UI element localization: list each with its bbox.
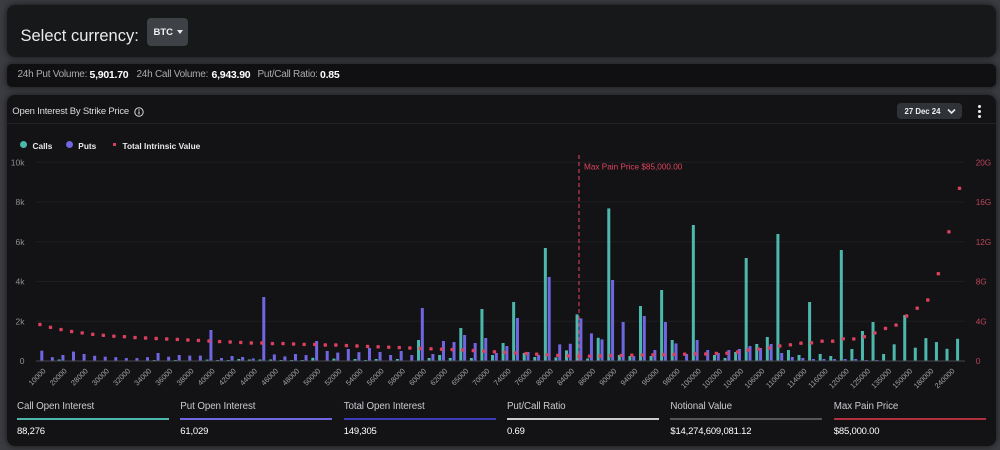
svg-text:4G: 4G — [976, 317, 987, 326]
svg-text:74000: 74000 — [492, 366, 513, 387]
svg-text:32000: 32000 — [111, 366, 132, 387]
svg-text:90000: 90000 — [597, 366, 618, 387]
svg-text:62000: 62000 — [428, 366, 449, 387]
svg-text:104000: 104000 — [721, 366, 745, 390]
svg-text:4k: 4k — [16, 277, 26, 287]
svg-text:12G: 12G — [976, 238, 991, 247]
svg-text:102000: 102000 — [700, 366, 724, 390]
svg-text:114000: 114000 — [785, 366, 808, 389]
svg-text:44000: 44000 — [238, 366, 259, 387]
svg-text:36000: 36000 — [153, 366, 174, 387]
svg-text:0: 0 — [976, 357, 981, 366]
svg-text:50000: 50000 — [301, 366, 322, 387]
svg-text:42000: 42000 — [217, 366, 238, 387]
svg-text:106000: 106000 — [743, 366, 767, 390]
svg-text:76000: 76000 — [513, 366, 534, 387]
svg-text:16G: 16G — [976, 198, 991, 207]
svg-text:6k: 6k — [16, 237, 26, 247]
svg-text:46000: 46000 — [259, 366, 280, 387]
svg-text:40000: 40000 — [196, 366, 217, 387]
svg-text:54000: 54000 — [344, 366, 365, 387]
svg-text:38000: 38000 — [175, 366, 196, 387]
svg-text:20G: 20G — [976, 158, 991, 167]
svg-text:84000: 84000 — [555, 366, 576, 387]
svg-text:48000: 48000 — [280, 366, 301, 387]
svg-text:10k: 10k — [11, 157, 25, 167]
svg-text:94000: 94000 — [619, 366, 640, 387]
svg-text:Max Pain Price $85,000.00: Max Pain Price $85,000.00 — [584, 163, 683, 172]
svg-text:0: 0 — [20, 356, 25, 366]
svg-text:240000: 240000 — [933, 366, 957, 390]
svg-text:34000: 34000 — [132, 366, 153, 387]
svg-text:8G: 8G — [976, 278, 987, 287]
svg-text:56000: 56000 — [365, 366, 386, 387]
svg-text:110000: 110000 — [764, 366, 787, 389]
svg-text:28000: 28000 — [69, 366, 90, 387]
svg-text:86000: 86000 — [576, 366, 597, 387]
svg-text:30000: 30000 — [90, 366, 111, 387]
svg-text:2k: 2k — [16, 316, 26, 326]
svg-text:52000: 52000 — [323, 366, 344, 387]
svg-text:100000: 100000 — [679, 366, 703, 390]
svg-text:96000: 96000 — [640, 366, 661, 387]
svg-text:135000: 135000 — [869, 366, 893, 390]
svg-text:70000: 70000 — [471, 366, 492, 387]
svg-text:60000: 60000 — [407, 366, 428, 387]
svg-text:180000: 180000 — [912, 366, 936, 390]
svg-text:150000: 150000 — [890, 366, 914, 390]
svg-text:120000: 120000 — [827, 366, 851, 390]
svg-text:8k: 8k — [16, 197, 26, 207]
svg-text:10000: 10000 — [27, 366, 48, 387]
svg-text:80000: 80000 — [534, 366, 555, 387]
svg-text:65000: 65000 — [449, 366, 470, 387]
svg-text:20000: 20000 — [48, 366, 69, 387]
svg-text:125000: 125000 — [848, 366, 872, 390]
svg-text:116000: 116000 — [806, 366, 829, 389]
svg-text:58000: 58000 — [386, 366, 407, 387]
